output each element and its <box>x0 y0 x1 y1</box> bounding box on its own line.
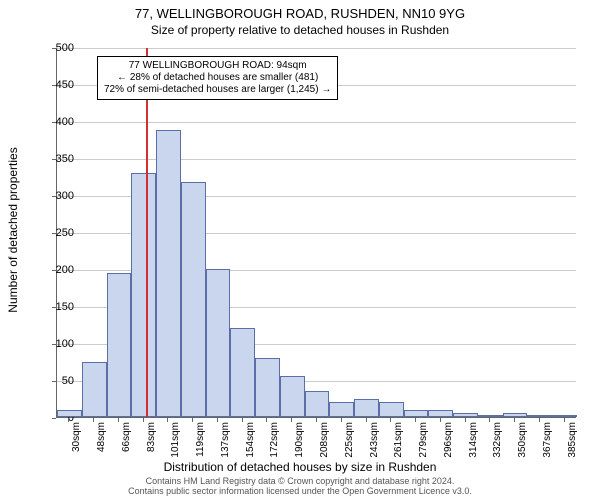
y-tick-mark <box>52 233 56 234</box>
x-tick-mark <box>514 418 515 422</box>
x-tick-label: 66sqm <box>121 422 132 462</box>
histogram-bar <box>107 273 132 417</box>
x-tick-label: 119sqm <box>195 422 206 462</box>
y-tick-label: 150 <box>44 301 74 313</box>
x-tick-label: 296sqm <box>443 422 454 462</box>
x-tick-mark <box>489 418 490 422</box>
histogram-bar <box>82 362 107 418</box>
x-tick-label: 261sqm <box>393 422 404 462</box>
y-tick-label: 500 <box>44 42 74 54</box>
x-tick-label: 332sqm <box>492 422 503 462</box>
y-tick-mark <box>52 381 56 382</box>
y-tick-label: 250 <box>44 227 74 239</box>
y-tick-mark <box>52 307 56 308</box>
footer-note: Contains HM Land Registry data © Crown c… <box>0 477 600 497</box>
x-tick-mark <box>167 418 168 422</box>
x-tick-mark <box>316 418 317 422</box>
y-tick-label: 400 <box>44 116 74 128</box>
x-axis-title: Distribution of detached houses by size … <box>0 460 600 474</box>
histogram-bar <box>280 376 305 417</box>
histogram-bar <box>379 402 404 417</box>
x-tick-mark <box>118 418 119 422</box>
gridline <box>57 48 576 49</box>
footer-line-2: Contains public sector information licen… <box>128 486 472 496</box>
histogram-bar <box>527 415 552 417</box>
y-tick-mark <box>52 344 56 345</box>
x-tick-label: 225sqm <box>344 422 355 462</box>
histogram-bar <box>57 410 82 417</box>
histogram-bar <box>181 182 206 417</box>
y-tick-label: 450 <box>44 79 74 91</box>
y-tick-label: 50 <box>44 375 74 387</box>
histogram-bar <box>428 410 453 417</box>
annotation-box: 77 WELLINGBOROUGH ROAD: 94sqm ← 28% of d… <box>97 56 338 100</box>
histogram-bar <box>230 328 255 417</box>
marker-line <box>146 48 148 417</box>
y-tick-mark <box>52 196 56 197</box>
x-tick-mark <box>564 418 565 422</box>
x-tick-label: 243sqm <box>369 422 380 462</box>
x-tick-label: 83sqm <box>146 422 157 462</box>
annotation-line-1: 77 WELLINGBOROUGH ROAD: 94sqm <box>104 60 331 72</box>
histogram-bar <box>552 415 577 417</box>
y-tick-mark <box>52 122 56 123</box>
x-tick-mark <box>465 418 466 422</box>
x-tick-mark <box>366 418 367 422</box>
x-tick-mark <box>415 418 416 422</box>
y-tick-label: 100 <box>44 338 74 350</box>
x-tick-label: 190sqm <box>294 422 305 462</box>
y-tick-mark <box>52 85 56 86</box>
x-tick-label: 208sqm <box>319 422 330 462</box>
footer-line-1: Contains HM Land Registry data © Crown c… <box>146 476 455 486</box>
histogram-bar <box>206 269 231 417</box>
x-tick-label: 385sqm <box>567 422 578 462</box>
x-tick-mark <box>390 418 391 422</box>
histogram-bar <box>255 358 280 417</box>
x-tick-label: 279sqm <box>418 422 429 462</box>
x-tick-mark <box>217 418 218 422</box>
gridline <box>57 159 576 160</box>
x-tick-mark <box>341 418 342 422</box>
annotation-line-2: ← 28% of detached houses are smaller (48… <box>104 72 331 84</box>
y-tick-mark <box>52 48 56 49</box>
annotation-line-3: 72% of semi-detached houses are larger (… <box>104 84 331 96</box>
y-tick-label: 200 <box>44 264 74 276</box>
histogram-bar <box>503 413 528 417</box>
histogram-bar <box>354 399 379 418</box>
x-tick-mark <box>93 418 94 422</box>
chart-title-main: 77, WELLINGBOROUGH ROAD, RUSHDEN, NN10 9… <box>0 6 600 21</box>
x-tick-label: 367sqm <box>542 422 553 462</box>
gridline <box>57 122 576 123</box>
x-tick-mark <box>192 418 193 422</box>
y-tick-mark <box>52 270 56 271</box>
y-tick-mark <box>52 159 56 160</box>
histogram-bar <box>453 413 478 417</box>
x-tick-label: 137sqm <box>220 422 231 462</box>
y-tick-label: 300 <box>44 190 74 202</box>
histogram-bar <box>329 402 354 417</box>
x-tick-label: 30sqm <box>71 422 82 462</box>
y-tick-mark <box>52 418 56 419</box>
x-tick-mark <box>68 418 69 422</box>
histogram-bar <box>478 415 503 417</box>
x-tick-label: 48sqm <box>96 422 107 462</box>
x-tick-label: 314sqm <box>468 422 479 462</box>
x-tick-mark <box>242 418 243 422</box>
x-tick-label: 101sqm <box>170 422 181 462</box>
chart-title-sub: Size of property relative to detached ho… <box>0 23 600 37</box>
chart-plot-area: 77 WELLINGBOROUGH ROAD: 94sqm ← 28% of d… <box>56 48 576 418</box>
x-tick-mark <box>539 418 540 422</box>
histogram-bar <box>404 410 429 417</box>
histogram-bar <box>156 130 181 417</box>
x-tick-mark <box>440 418 441 422</box>
histogram-bar <box>305 391 330 417</box>
x-tick-label: 172sqm <box>269 422 280 462</box>
x-tick-mark <box>266 418 267 422</box>
x-tick-label: 350sqm <box>517 422 528 462</box>
histogram-bar <box>131 173 156 417</box>
x-tick-label: 154sqm <box>245 422 256 462</box>
y-tick-label: 350 <box>44 153 74 165</box>
x-tick-mark <box>291 418 292 422</box>
x-tick-mark <box>143 418 144 422</box>
